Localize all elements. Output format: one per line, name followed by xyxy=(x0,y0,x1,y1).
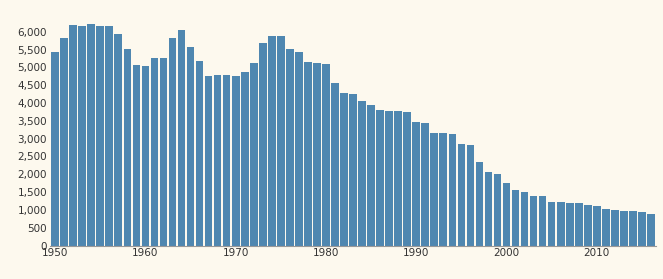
Bar xyxy=(196,61,204,246)
Bar xyxy=(602,209,610,246)
Bar xyxy=(512,190,519,246)
Bar xyxy=(440,133,447,246)
Bar xyxy=(331,83,339,246)
Bar xyxy=(548,202,556,246)
Bar xyxy=(349,95,357,246)
Bar xyxy=(457,144,465,246)
Bar xyxy=(575,203,583,246)
Bar xyxy=(322,64,330,246)
Bar xyxy=(647,214,655,246)
Bar xyxy=(313,63,321,246)
Bar xyxy=(178,30,186,246)
Bar xyxy=(205,76,212,246)
Bar xyxy=(611,210,619,246)
Bar xyxy=(584,205,591,246)
Bar xyxy=(385,111,393,246)
Bar xyxy=(96,26,104,246)
Bar xyxy=(304,62,312,246)
Bar xyxy=(520,192,528,246)
Bar xyxy=(70,25,77,246)
Bar xyxy=(593,206,601,246)
Bar xyxy=(105,27,113,246)
Bar xyxy=(448,134,456,246)
Bar xyxy=(286,49,294,246)
Bar xyxy=(213,74,221,246)
Bar xyxy=(123,49,131,246)
Bar xyxy=(168,38,176,246)
Bar xyxy=(259,43,267,246)
Bar xyxy=(367,105,375,246)
Bar xyxy=(530,196,538,246)
Bar xyxy=(88,24,95,246)
Bar xyxy=(422,123,429,246)
Bar xyxy=(620,211,628,246)
Bar xyxy=(394,111,402,246)
Bar xyxy=(503,183,511,246)
Bar xyxy=(133,65,141,246)
Bar xyxy=(403,112,411,246)
Bar xyxy=(51,52,59,246)
Bar xyxy=(60,38,68,246)
Bar xyxy=(494,174,501,246)
Bar xyxy=(268,36,276,246)
Bar xyxy=(250,63,258,246)
Bar xyxy=(485,172,493,246)
Bar xyxy=(412,122,420,246)
Bar xyxy=(241,72,249,246)
Bar xyxy=(277,36,284,246)
Bar xyxy=(142,66,149,246)
Bar xyxy=(629,211,636,246)
Bar xyxy=(430,133,438,246)
Bar xyxy=(151,58,158,246)
Bar xyxy=(340,93,348,246)
Bar xyxy=(638,212,646,246)
Bar xyxy=(78,26,86,246)
Bar xyxy=(539,196,546,246)
Bar xyxy=(566,203,573,246)
Bar xyxy=(115,34,122,246)
Bar xyxy=(475,162,483,246)
Bar xyxy=(358,101,366,246)
Bar xyxy=(160,59,167,246)
Bar xyxy=(232,76,239,246)
Bar xyxy=(223,74,231,246)
Bar xyxy=(557,202,564,246)
Bar xyxy=(377,110,384,246)
Bar xyxy=(187,47,194,246)
Bar xyxy=(295,52,303,246)
Bar xyxy=(467,145,474,246)
